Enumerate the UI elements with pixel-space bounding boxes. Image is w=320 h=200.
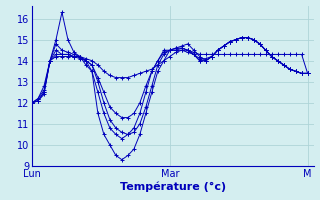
X-axis label: Température (°c): Température (°c) xyxy=(120,182,226,192)
